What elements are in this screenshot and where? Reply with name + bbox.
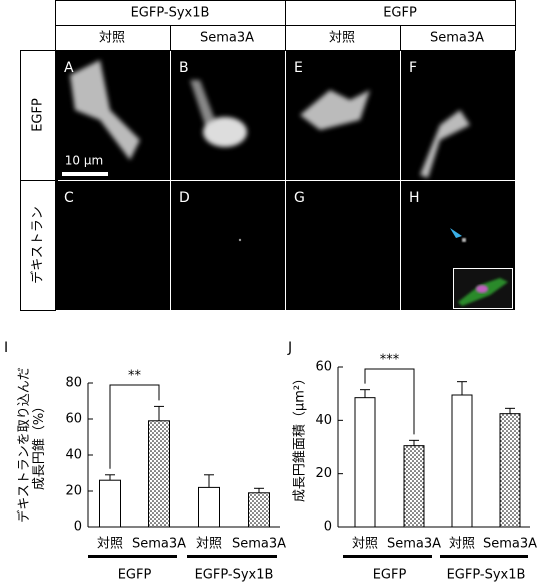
panel-letter: A xyxy=(64,60,74,76)
group-line xyxy=(187,555,277,558)
y-axis-label: 成長円錐（%） xyxy=(32,400,47,490)
y-tick-label: 80 xyxy=(65,376,82,391)
panel-letter: I xyxy=(4,340,8,356)
x-tick-label: 対照 xyxy=(449,537,475,552)
panel-letter: J xyxy=(287,340,292,356)
x-tick-label: 対照 xyxy=(97,537,123,552)
x-tick-label: 対照 xyxy=(196,537,222,552)
bar xyxy=(451,394,473,528)
y-tick-label: 20 xyxy=(65,484,82,499)
condition-header: Sema3A xyxy=(200,31,254,46)
y-tick-label: 60 xyxy=(315,360,332,375)
panel-letter: C xyxy=(64,190,74,206)
panel-letter: E xyxy=(294,60,303,76)
scale-bar-label: 10 µm xyxy=(65,154,103,168)
y-tick-label: 40 xyxy=(315,413,332,428)
bar xyxy=(403,445,425,528)
panel-letter: B xyxy=(179,60,189,76)
row-label: デキストラン xyxy=(30,206,46,284)
x-tick-label: Sema3A xyxy=(387,537,441,552)
group-line xyxy=(440,555,528,558)
x-tick-label: Sema3A xyxy=(232,537,286,552)
y-tick-label: 0 xyxy=(74,520,82,535)
x-tick-label: 対照 xyxy=(352,537,378,552)
group-header: EGFP xyxy=(383,6,417,21)
y-tick-label: 60 xyxy=(65,412,82,427)
row-label: EGFP xyxy=(31,98,46,132)
bar xyxy=(248,492,270,528)
bar xyxy=(148,420,170,528)
significance-bracket xyxy=(109,384,160,469)
significance-label: ** xyxy=(128,369,142,384)
panel-letter: G xyxy=(294,190,305,206)
group-line xyxy=(88,555,177,558)
group-line xyxy=(343,555,432,558)
significance-label: *** xyxy=(380,353,400,368)
significance-bracket xyxy=(364,368,415,435)
bar xyxy=(354,397,376,528)
y-tick-label: 20 xyxy=(315,466,332,481)
bar xyxy=(198,486,220,528)
condition-header: 対照 xyxy=(329,31,355,46)
micrographs xyxy=(56,51,515,310)
x-tick-label: Sema3A xyxy=(483,537,537,552)
y-tick-label: 40 xyxy=(65,448,82,463)
panel-letter: D xyxy=(179,190,190,206)
bar xyxy=(499,413,521,528)
condition-header: 対照 xyxy=(99,31,125,46)
y-tick-label: 0 xyxy=(324,520,332,535)
y-axis-label: 成長円錐面積（µm²） xyxy=(293,372,308,502)
group-label: EGFP-Syx1B xyxy=(447,568,526,583)
group-header: EGFP-Syx1B xyxy=(131,6,210,21)
header-grid xyxy=(20,0,516,311)
y-axis-label: デキストランを取り込んだ xyxy=(16,367,32,523)
group-label: EGFP xyxy=(118,568,152,583)
bar xyxy=(99,479,121,528)
panel-letter: F xyxy=(409,60,417,76)
panel-letter: H xyxy=(409,190,420,206)
group-label: EGFP xyxy=(373,568,407,583)
group-label: EGFP-Syx1B xyxy=(195,568,274,583)
condition-header: Sema3A xyxy=(430,31,484,46)
x-tick-label: Sema3A xyxy=(132,537,186,552)
